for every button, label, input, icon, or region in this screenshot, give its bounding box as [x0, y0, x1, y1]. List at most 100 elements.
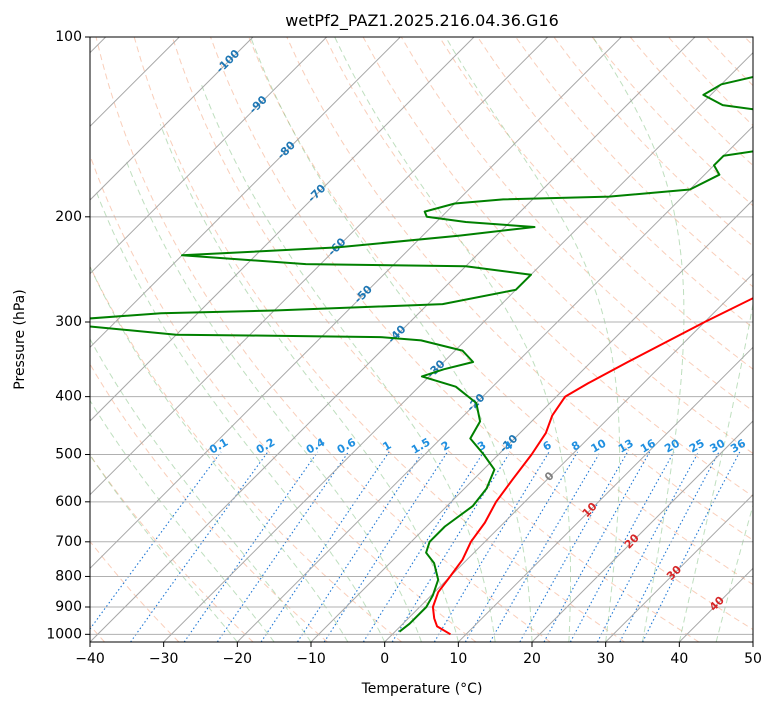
moist-adiabat — [159, 124, 459, 642]
mixing-ratio-label: 2 — [439, 439, 452, 454]
x-tick-label: −10 — [296, 651, 326, 667]
chart-title: wetPf2_PAZ1.2025.216.04.36.G16 — [285, 11, 559, 31]
x-axis-label: Temperature (°C) — [361, 681, 483, 697]
dry-adiabat — [90, 153, 477, 642]
isotherm-label: -90 — [247, 93, 270, 116]
x-tick-label: 50 — [744, 651, 762, 667]
x-axis: −40 −30 −20 −10 0 10 20 30 40 50 — [75, 642, 762, 667]
x-tick-label: −20 — [223, 651, 253, 667]
isotherm — [752, 641, 753, 642]
dry-adiabats — [90, 37, 753, 642]
isotherm — [605, 493, 753, 642]
y-axis-label: Pressure (hPa) — [12, 289, 28, 389]
y-tick-label: 600 — [55, 494, 82, 510]
mixing-ratio-label: 16 — [638, 436, 658, 455]
isotherm — [90, 37, 696, 642]
y-tick-label: 900 — [55, 599, 82, 615]
isotherm — [163, 51, 753, 642]
mixing-ratio-line — [362, 451, 485, 642]
sounding-line-1 — [431, 297, 753, 636]
dry-adiabat — [438, 37, 753, 370]
dry-adiabat — [210, 37, 753, 631]
mixing-ratio-line — [260, 451, 390, 642]
isotherm — [531, 420, 753, 642]
moist-adiabat — [715, 503, 753, 642]
isotherm-label: 0 — [542, 469, 557, 484]
isotherm — [310, 199, 753, 642]
mixing-ratio-line — [183, 451, 319, 642]
plot-area: -100-90-80-70-60-50-40-30-20-10010203040… — [90, 37, 753, 642]
x-tick-label: 20 — [523, 651, 541, 667]
mixing-ratio-line — [519, 451, 629, 642]
y-tick-label: 400 — [55, 389, 82, 405]
mixing-ratio-line — [297, 451, 424, 642]
moist-adiabat — [592, 37, 685, 642]
mixing-ratio-line — [433, 451, 550, 642]
y-tick-label: 100 — [55, 29, 82, 45]
dry-adiabat — [95, 37, 551, 642]
isotherm — [457, 346, 753, 642]
moist-adiabat — [678, 301, 753, 642]
moist-adiabat — [445, 37, 621, 642]
moist-adiabat — [94, 189, 386, 642]
mixing-ratio-label: 30 — [707, 436, 727, 455]
mixing-ratio-label: 36 — [728, 436, 748, 455]
mixing-ratio-label: 25 — [687, 437, 707, 456]
isotherm — [678, 567, 753, 642]
dry-adiabat — [248, 37, 753, 586]
x-tick-label: −30 — [149, 651, 179, 667]
mixing-ratio-label: 20 — [662, 436, 682, 455]
moist-adiabat — [250, 37, 533, 642]
mixing-ratio-line — [90, 451, 222, 630]
moist-adiabat — [90, 454, 238, 642]
dry-adiabat — [744, 37, 753, 47]
mixing-ratio-line — [216, 451, 349, 642]
mixing-ratio-line — [596, 451, 700, 642]
dry-adiabat — [133, 37, 625, 642]
dry-adiabat — [515, 37, 753, 288]
isotherm — [90, 37, 401, 349]
mixing-ratio-label: 13 — [616, 437, 636, 456]
mixing-ratio-label: 1 — [380, 439, 393, 454]
mixing-ratio-label: 0.4 — [304, 435, 328, 456]
y-tick-label: 700 — [55, 534, 82, 550]
sounding-series — [90, 76, 753, 636]
mixing-ratio-line — [391, 451, 511, 642]
isotherm-label: -80 — [275, 138, 298, 161]
isotherm — [90, 37, 328, 275]
isotherm — [90, 37, 254, 201]
isopleth-labels: -100-90-80-70-60-50-40-30-20-10010203040… — [207, 47, 748, 614]
mixing-ratio-line — [569, 451, 675, 642]
y-tick-label: 1000 — [46, 626, 82, 642]
isotherm — [384, 272, 753, 642]
isotherm — [90, 37, 549, 496]
mixing-ratio-label: 0.2 — [254, 436, 277, 457]
plot-frame — [89, 36, 754, 643]
dry-adiabat — [477, 37, 753, 329]
moist-adiabat — [200, 84, 496, 642]
moist-adiabat — [90, 338, 312, 642]
x-tick-label: 0 — [380, 651, 389, 667]
dry-adiabat — [400, 37, 753, 412]
isotherm — [90, 37, 475, 422]
y-axis: 100 200 300 400 500 600 700 800 900 1000 — [46, 29, 90, 642]
moist-adiabat — [90, 265, 349, 642]
x-tick-label: 10 — [449, 651, 467, 667]
y-tick-label: 500 — [55, 447, 82, 463]
y-tick-label: 200 — [55, 209, 82, 225]
dry-adiabat — [324, 37, 753, 498]
isotherm-label: 10 — [580, 500, 600, 520]
dry-adiabat — [286, 37, 753, 541]
x-tick-label: 30 — [597, 651, 615, 667]
y-tick-label: 300 — [55, 314, 82, 330]
x-tick-label: −40 — [75, 651, 105, 667]
dry-adiabat — [90, 453, 254, 642]
moist-adiabats — [90, 37, 753, 642]
mixing-ratio-label: 0.1 — [207, 436, 230, 457]
dry-adiabat — [362, 37, 753, 455]
mixing-ratio-label: 6 — [541, 438, 554, 453]
x-tick-label: 40 — [670, 651, 688, 667]
isotherm — [90, 37, 622, 570]
mixing-ratio-lines — [90, 451, 741, 642]
